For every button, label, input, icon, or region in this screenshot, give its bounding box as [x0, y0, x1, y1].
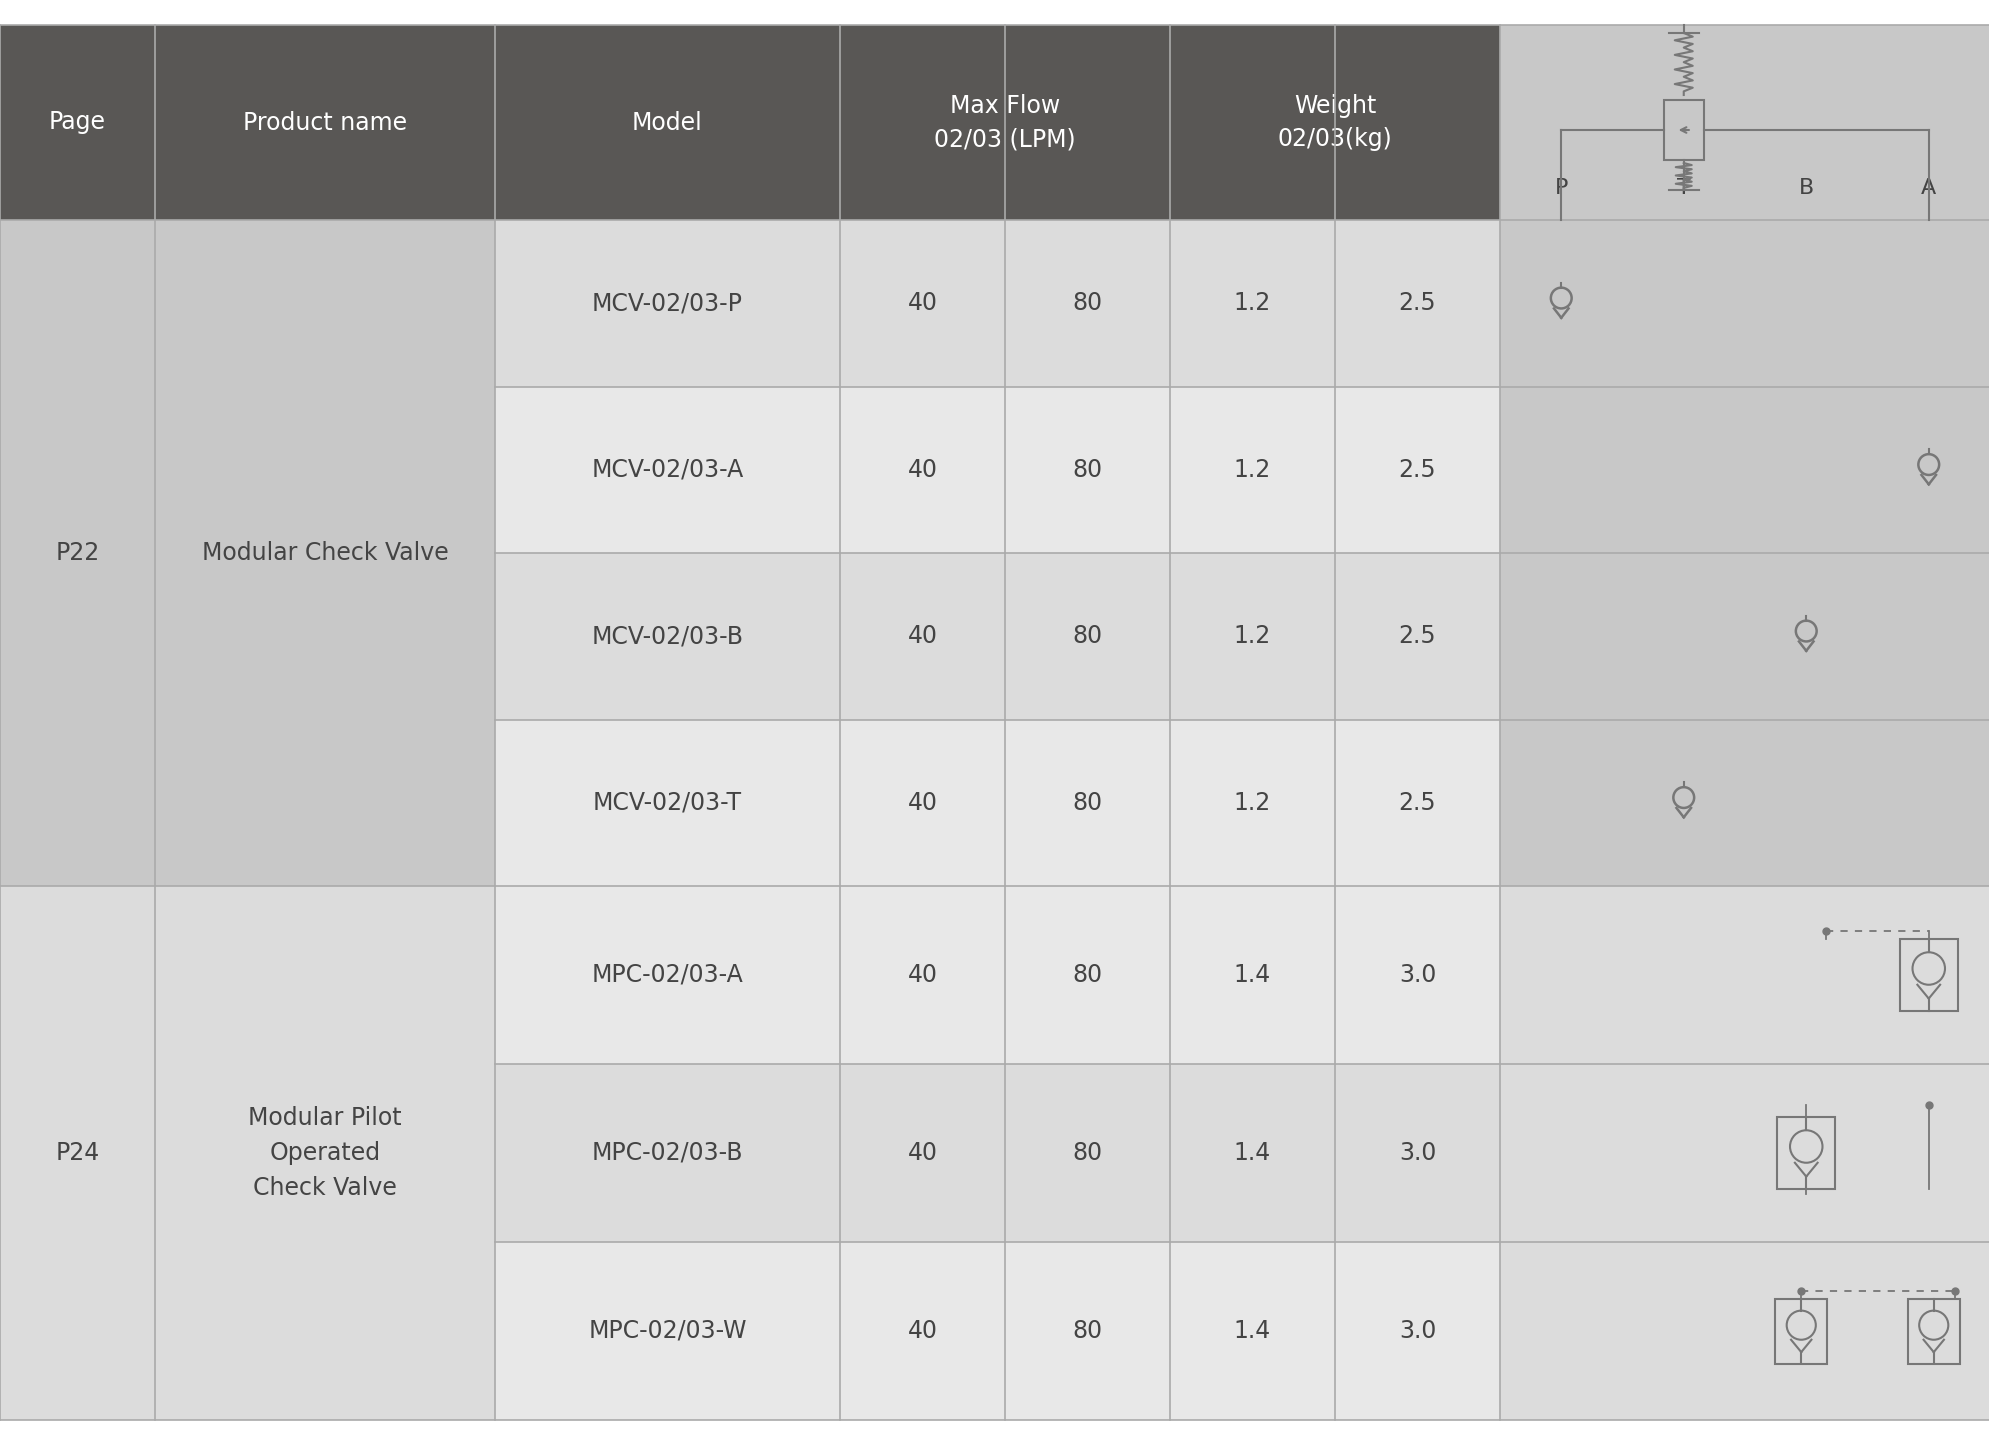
- Bar: [839, 886, 1004, 1064]
- Text: Max Flow
02/03 (LPM): Max Flow 02/03 (LPM): [933, 94, 1076, 152]
- Bar: [495, 1243, 839, 1420]
- Text: P22: P22: [56, 540, 99, 565]
- Text: 2.5: 2.5: [1398, 790, 1436, 815]
- Text: 2.5: 2.5: [1398, 624, 1436, 649]
- Text: 1.4: 1.4: [1233, 1319, 1271, 1342]
- Bar: [1335, 220, 1500, 386]
- Bar: [495, 386, 839, 553]
- Text: 40: 40: [907, 1142, 937, 1165]
- Text: MPC-02/03-B: MPC-02/03-B: [591, 1142, 742, 1165]
- Bar: [1004, 220, 1170, 386]
- Bar: [1663, 100, 1703, 160]
- Bar: [495, 720, 839, 886]
- Text: Model: Model: [633, 110, 702, 134]
- Bar: [0, 886, 155, 1420]
- Bar: [1907, 1299, 1959, 1364]
- Bar: [1170, 1243, 1335, 1420]
- Text: MPC-02/03-A: MPC-02/03-A: [591, 962, 744, 987]
- Text: 3.0: 3.0: [1398, 962, 1436, 987]
- Text: 2.5: 2.5: [1398, 292, 1436, 315]
- Bar: [839, 1243, 1004, 1420]
- Bar: [839, 720, 1004, 886]
- Text: 1.2: 1.2: [1233, 790, 1271, 815]
- Bar: [1335, 386, 1500, 553]
- Text: 40: 40: [907, 962, 937, 987]
- Text: 80: 80: [1072, 292, 1102, 315]
- Text: 2.5: 2.5: [1398, 458, 1436, 481]
- Text: 80: 80: [1072, 458, 1102, 481]
- Bar: [495, 886, 839, 1064]
- Bar: [1004, 553, 1170, 720]
- Text: 1.4: 1.4: [1233, 962, 1271, 987]
- Text: 80: 80: [1072, 1142, 1102, 1165]
- Bar: [1335, 1064, 1500, 1243]
- Bar: [1899, 939, 1957, 1011]
- Bar: [839, 386, 1004, 553]
- Text: A: A: [1919, 178, 1935, 198]
- Text: MCV-02/03-B: MCV-02/03-B: [591, 624, 744, 649]
- Text: P24: P24: [56, 1142, 99, 1165]
- Text: Product name: Product name: [243, 110, 408, 134]
- Text: T: T: [1677, 178, 1691, 198]
- Text: 3.0: 3.0: [1398, 1142, 1436, 1165]
- Text: Modular Check Valve: Modular Check Valve: [201, 540, 448, 565]
- Text: 1.4: 1.4: [1233, 1142, 1271, 1165]
- Text: MCV-02/03-T: MCV-02/03-T: [593, 790, 742, 815]
- Text: 80: 80: [1072, 1319, 1102, 1342]
- Text: 40: 40: [907, 790, 937, 815]
- Bar: [1004, 386, 1170, 553]
- Bar: [1500, 886, 1989, 1420]
- Bar: [1004, 1064, 1170, 1243]
- Bar: [495, 1064, 839, 1243]
- Text: Weight
02/03(kg): Weight 02/03(kg): [1277, 94, 1392, 152]
- Bar: [839, 220, 1004, 386]
- Text: 40: 40: [907, 1319, 937, 1342]
- Bar: [1335, 1243, 1500, 1420]
- Text: Page: Page: [50, 110, 105, 134]
- Bar: [495, 553, 839, 720]
- Bar: [1170, 553, 1335, 720]
- Bar: [1170, 1064, 1335, 1243]
- Text: 80: 80: [1072, 962, 1102, 987]
- Text: 80: 80: [1072, 624, 1102, 649]
- Bar: [1500, 25, 1989, 220]
- Bar: [1170, 720, 1335, 886]
- Bar: [1004, 720, 1170, 886]
- Bar: [1170, 220, 1335, 386]
- Bar: [1776, 1117, 1834, 1189]
- Text: P: P: [1553, 178, 1567, 198]
- Bar: [0, 25, 1500, 220]
- Text: 1.2: 1.2: [1233, 458, 1271, 481]
- Text: 40: 40: [907, 458, 937, 481]
- Bar: [839, 553, 1004, 720]
- Text: MCV-02/03-P: MCV-02/03-P: [593, 292, 742, 315]
- Text: MPC-02/03-W: MPC-02/03-W: [589, 1319, 746, 1342]
- Bar: [1004, 1243, 1170, 1420]
- Text: 1.2: 1.2: [1233, 624, 1271, 649]
- Bar: [839, 1064, 1004, 1243]
- Bar: [1170, 386, 1335, 553]
- Bar: [1170, 886, 1335, 1064]
- Text: 40: 40: [907, 292, 937, 315]
- Text: 80: 80: [1072, 790, 1102, 815]
- Bar: [1004, 886, 1170, 1064]
- Text: 1.2: 1.2: [1233, 292, 1271, 315]
- Bar: [1335, 553, 1500, 720]
- Bar: [1335, 720, 1500, 886]
- Text: B: B: [1798, 178, 1812, 198]
- Bar: [1500, 220, 1989, 886]
- Bar: [155, 220, 495, 886]
- Bar: [0, 220, 155, 886]
- Bar: [495, 220, 839, 386]
- Text: 3.0: 3.0: [1398, 1319, 1436, 1342]
- Text: 40: 40: [907, 624, 937, 649]
- Bar: [1335, 886, 1500, 1064]
- Bar: [155, 886, 495, 1420]
- Text: Modular Pilot
Operated
Check Valve: Modular Pilot Operated Check Valve: [249, 1105, 402, 1201]
- Text: MCV-02/03-A: MCV-02/03-A: [591, 458, 744, 481]
- Bar: [1774, 1299, 1826, 1364]
